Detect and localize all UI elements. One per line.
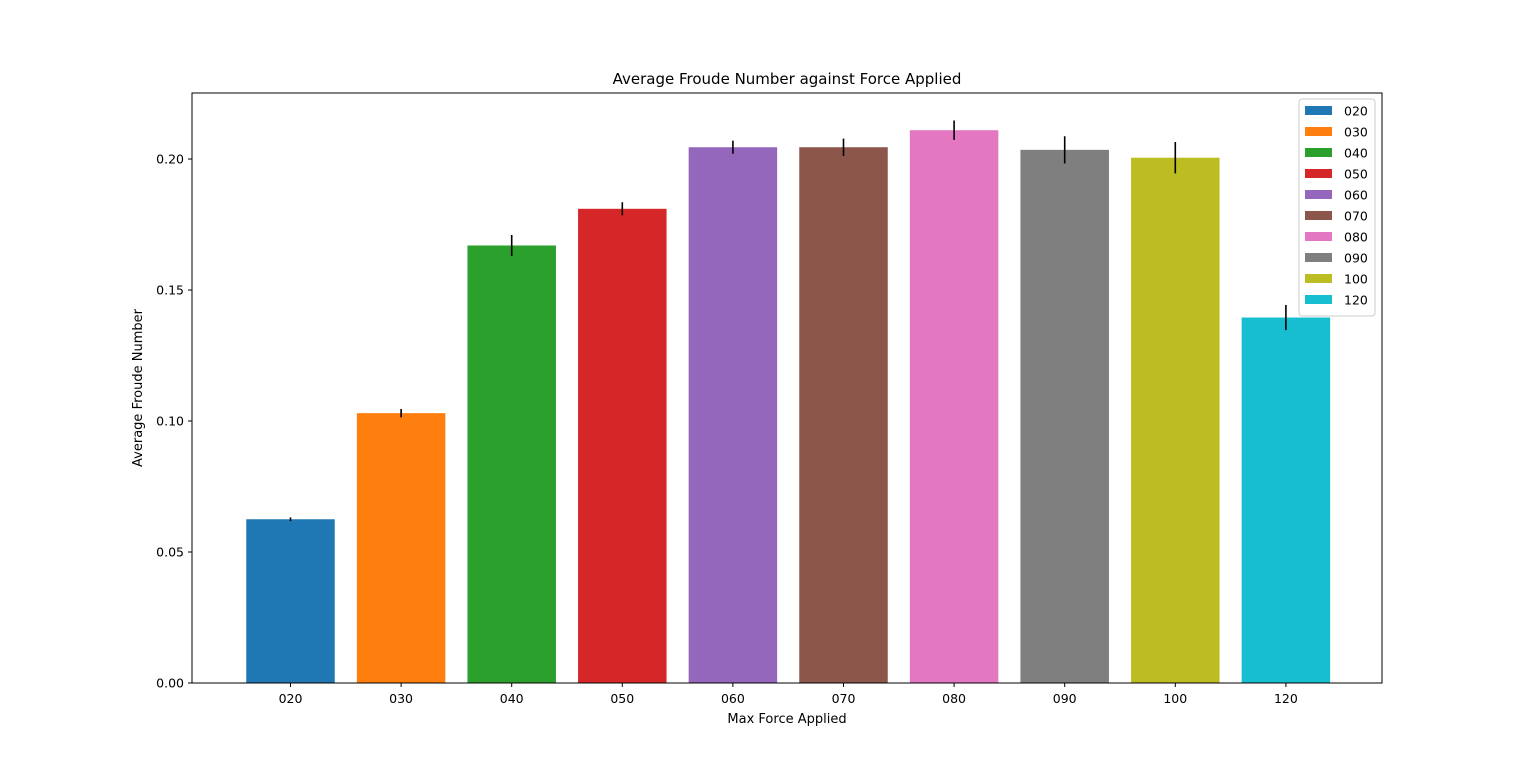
bar-060 — [688, 147, 778, 683]
bar-040 — [467, 245, 556, 684]
x-tick-label: 050 — [610, 691, 634, 706]
bar-050 — [578, 208, 667, 683]
legend-swatch-120 — [1305, 295, 1332, 304]
x-tick-label: 060 — [721, 691, 745, 706]
bar-020 — [246, 519, 335, 683]
legend-swatch-090 — [1305, 253, 1332, 262]
bar-120 — [1241, 317, 1331, 683]
bar-100 — [1131, 157, 1220, 683]
legend-label-070: 070 — [1344, 209, 1368, 224]
x-tick-label: 070 — [832, 691, 856, 706]
axes-frame — [191, 92, 1383, 684]
x-tick-label: 120 — [1274, 691, 1298, 706]
x-axis-label: Max Force Applied — [727, 712, 846, 727]
plot-area: 0.00 0.05 0.10 0.15 0.20 020 030 040 050 060 070 08… — [156, 92, 1383, 706]
x-tick-label: 090 — [1053, 691, 1077, 706]
y-tick-label: 0.10 — [156, 414, 184, 429]
bar-070 — [799, 147, 888, 683]
legend-label-040: 040 — [1344, 146, 1368, 161]
legend-swatch-050 — [1305, 169, 1332, 178]
legend-label-120: 120 — [1344, 293, 1368, 308]
x-tick-label: 040 — [500, 691, 524, 706]
x-tick-label: 030 — [389, 691, 413, 706]
x-tick-label: 020 — [279, 691, 303, 706]
chart-title: Average Froude Number against Force Appl… — [613, 70, 962, 88]
y-tick-label: 0.05 — [156, 545, 184, 560]
legend-label-050: 050 — [1344, 167, 1368, 182]
bar-080 — [909, 130, 999, 683]
legend-swatch-030 — [1305, 127, 1332, 136]
legend-swatch-080 — [1305, 232, 1332, 241]
legend: 020 030 040 050 060 070 080 090 100 120 — [1298, 98, 1376, 317]
legend-label-030: 030 — [1344, 125, 1368, 140]
y-tick-label: 0.15 — [156, 283, 184, 298]
x-tick-label: 080 — [942, 691, 966, 706]
y-axis-label: Average Froude Number — [131, 308, 146, 467]
legend-swatch-020 — [1305, 106, 1332, 115]
legend-label-100: 100 — [1344, 272, 1368, 287]
legend-label-060: 060 — [1344, 188, 1368, 203]
legend-label-080: 080 — [1344, 230, 1368, 245]
bar-030 — [356, 413, 446, 683]
legend-swatch-070 — [1305, 211, 1332, 220]
legend-swatch-040 — [1305, 148, 1332, 157]
x-tick-label: 100 — [1163, 691, 1187, 706]
y-tick-label: 0.00 — [156, 676, 184, 691]
bar-090 — [1020, 149, 1109, 683]
legend-label-090: 090 — [1344, 251, 1368, 266]
legend-label-020: 020 — [1344, 104, 1368, 119]
legend-swatch-060 — [1305, 190, 1332, 199]
legend-swatch-100 — [1305, 274, 1332, 283]
y-tick-label: 0.20 — [156, 152, 184, 167]
